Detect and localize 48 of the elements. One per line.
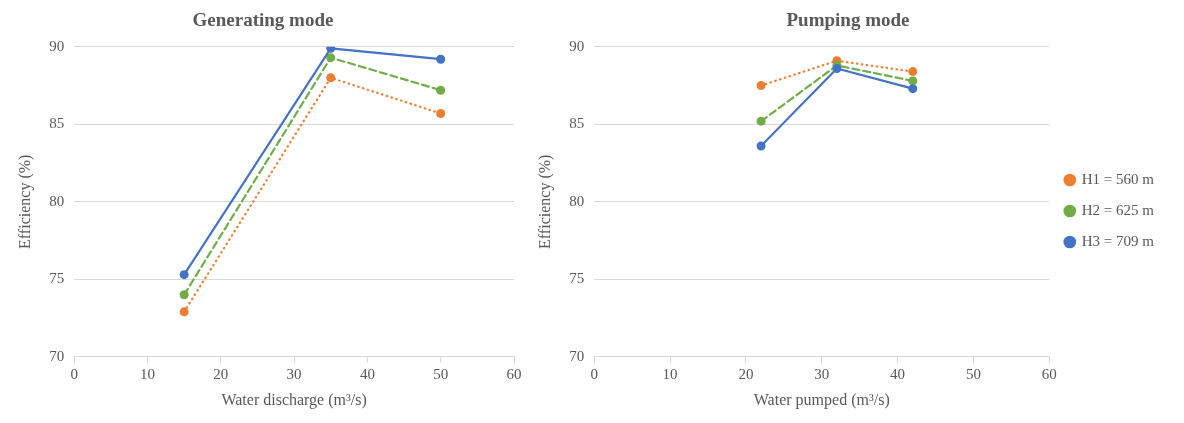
x-tick-label: 40 xyxy=(890,365,906,382)
x-tick-label: 50 xyxy=(965,365,981,382)
y-tick-label: 85 xyxy=(569,115,585,132)
legend-label: H2 = 625 m xyxy=(1081,201,1155,218)
x-axis-title: Water pumped (m³/s) xyxy=(753,390,890,409)
x-tick-label: 60 xyxy=(506,365,522,382)
point xyxy=(436,85,446,95)
point xyxy=(756,141,766,151)
point xyxy=(326,46,336,53)
x-tick-label: 10 xyxy=(140,365,155,382)
point xyxy=(179,307,189,317)
x-tick-label: 20 xyxy=(213,365,229,382)
point xyxy=(179,290,189,300)
x-tick-label: 10 xyxy=(662,365,678,382)
legend-label: H3 = 709 m xyxy=(1081,232,1155,249)
y-tick-label: 75 xyxy=(49,270,65,287)
chart-title: Pumping mode xyxy=(786,9,910,31)
legend-label: H1 = 560 m xyxy=(1081,170,1155,187)
point xyxy=(832,64,842,73)
y-tick-label: 80 xyxy=(569,192,585,209)
y-tick-label: 90 xyxy=(49,37,65,54)
x-tick-label: 60 xyxy=(1041,365,1057,382)
chart-title: Generating mode xyxy=(192,9,334,31)
point xyxy=(756,116,766,126)
point xyxy=(436,54,446,64)
x-tick-label: 0 xyxy=(70,365,78,382)
point xyxy=(756,81,766,91)
y-tick-label: 70 xyxy=(49,347,65,364)
point xyxy=(326,73,336,83)
y-tick-label: 90 xyxy=(569,37,585,54)
x-axis-title: Water discharge (m³/s) xyxy=(221,390,367,409)
x-tick-label: 30 xyxy=(286,365,302,382)
point xyxy=(326,53,336,63)
y-axis-title: Efficiency (%) xyxy=(535,154,554,249)
x-tick-label: 50 xyxy=(433,365,449,382)
y-axis-title: Efficiency (%) xyxy=(15,154,34,249)
point xyxy=(908,84,918,94)
point xyxy=(436,108,446,118)
y-tick-label: 80 xyxy=(49,192,65,209)
point xyxy=(908,67,918,77)
x-tick-label: 20 xyxy=(738,365,754,382)
x-tick-label: 30 xyxy=(814,365,830,382)
y-tick-label: 70 xyxy=(569,347,585,364)
x-tick-label: 0 xyxy=(590,365,598,382)
y-tick-label: 75 xyxy=(569,270,585,287)
point xyxy=(179,270,189,280)
y-tick-label: 85 xyxy=(49,115,65,132)
x-tick-label: 40 xyxy=(359,365,375,382)
